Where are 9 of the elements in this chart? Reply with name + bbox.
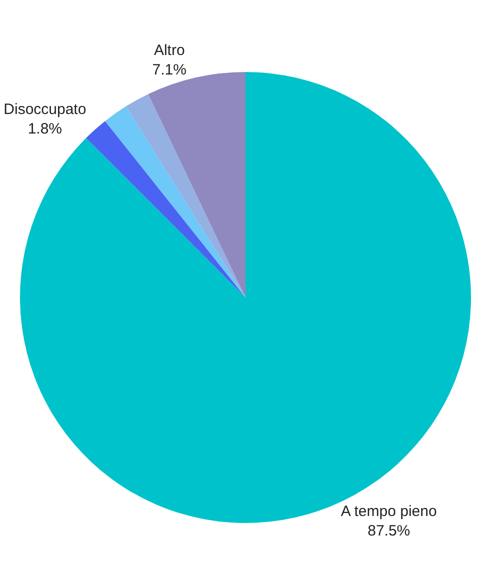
- slice-label: Disoccupato: [4, 100, 86, 118]
- pie-slice: [126, 94, 246, 298]
- data-label: 1.8%: [28, 120, 62, 138]
- slice-label: A tempo pieno: [340, 503, 437, 520]
- slice-label: Altro: [154, 42, 185, 59]
- pie-slice: [86, 121, 246, 298]
- data-label: 7.1%: [152, 61, 186, 78]
- data-label: 87.5%: [368, 522, 410, 540]
- pie-slice: [105, 106, 246, 298]
